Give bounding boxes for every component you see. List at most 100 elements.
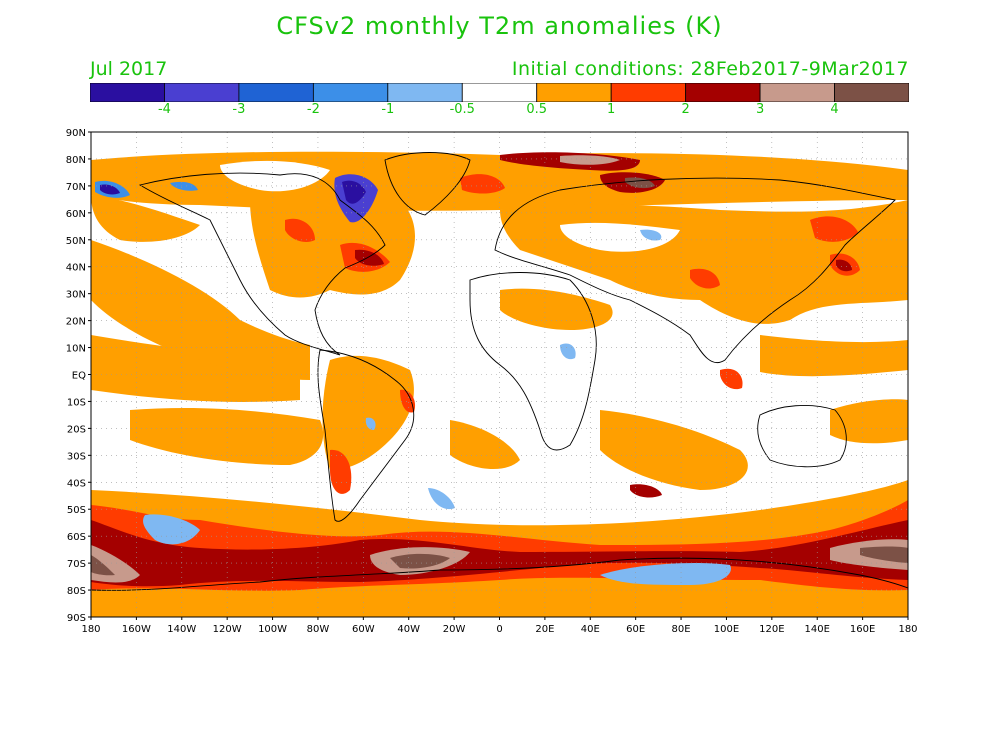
coastline-south-america [317,349,415,522]
anomaly-region [560,155,620,165]
colorbar-tick-label: -2 [306,102,320,117]
coastline-greenland [384,152,471,216]
lat-label: 10S [67,397,86,408]
colorbar-tick-label: 1 [607,102,616,117]
lon-label: 120E [759,624,784,635]
coastline-north-america [138,172,386,356]
anomaly-region [640,229,662,241]
anomaly-field [91,151,908,617]
initial-conditions-label: Initial conditions: 28Feb2017-9Mar2017 [511,58,909,80]
lon-label: 120W [213,624,242,635]
anomaly-region [400,389,416,413]
anomaly-region [342,180,366,204]
anomaly-region [720,368,743,390]
anomaly-region [91,520,908,587]
map-title: CFSv2 monthly T2m anomalies (K) [276,12,723,40]
lon-label: 160E [850,624,875,635]
colorbar-tick-label: -3 [232,102,246,117]
anomaly-region [143,514,200,545]
lat-label: 60S [67,532,86,543]
color-legend-bar [90,83,909,102]
lon-label: 60E [626,624,645,635]
lon-label: 40W [397,624,420,635]
lat-label: 50S [67,505,86,516]
lat-label: 40N [66,263,86,274]
lat-label: 30N [66,290,86,301]
lat-label: 80N [66,155,86,166]
anomaly-region [690,268,720,289]
lon-label: 0 [496,624,502,635]
anomaly-region [100,184,120,195]
colorbar-tick-label: 3 [755,102,765,117]
anomaly-region [322,355,414,470]
lon-label: 100W [258,624,287,635]
coastline-antarctica [91,557,908,591]
lat-label: 10N [66,344,86,355]
lon-label: 140W [167,624,196,635]
anomaly-region [830,399,908,444]
color-legend-labels: -4 -3 -2 -1 -0.5 0.5 1 2 3 4 [0,102,999,122]
lat-label: 40S [67,478,86,489]
lon-label: 140E [805,624,830,635]
anomaly-region [600,563,731,585]
coastlines [91,152,908,591]
valid-month-label: Jul 2017 [90,58,168,80]
anomaly-region [600,410,748,490]
lat-label: 20N [66,317,86,328]
lon-label: 60W [352,624,375,635]
anomaly-region [836,259,852,272]
anomaly-region [130,408,324,465]
longitude-labels: 180 160W 140W 120W 100W 80W 60W 40W 20W 0 20E 40E 60… [81,617,918,635]
coastline-australia [757,405,847,468]
anomaly-region [390,553,450,569]
lon-label: 180 [81,624,100,635]
anomaly-region [220,160,330,192]
lat-label: 70N [66,182,86,193]
lon-label: 40E [581,624,600,635]
anomaly-region [285,218,315,242]
lat-label: 50N [66,236,86,247]
lat-label: 60N [66,209,86,220]
colorbar-swatch [834,83,909,102]
anomaly-region [860,546,908,563]
anomaly-region [428,488,455,510]
lon-label: 80W [307,624,330,635]
coastline-eurasia [494,177,896,363]
lon-label: 160W [122,624,151,635]
lon-label: 80E [672,624,691,635]
anomaly-region [365,417,376,430]
anomaly-region [91,195,200,242]
lat-label: 90S [67,613,86,624]
anomaly-region [460,174,505,194]
colorbar-tick-label: -4 [157,102,171,117]
lat-label: 30S [67,451,86,462]
lon-label: 100E [714,624,739,635]
anomaly-region [91,335,300,402]
anomaly-region [760,335,908,377]
lat-label: 20S [67,424,86,435]
anomaly-region [91,240,310,380]
anomaly-region [170,181,198,191]
anomaly-region [810,216,858,242]
colorbar-tick-label: -1 [381,102,395,117]
lat-label: 90N [66,128,86,139]
lat-label: 70S [67,559,86,570]
anomaly-region [91,555,115,576]
anomaly-region [330,449,352,494]
coastline-africa [469,272,597,451]
colorbar-tick-label: 2 [681,102,690,117]
map-grid [91,132,908,617]
colorbar-tick-label: 0.5 [526,102,548,117]
anomaly-region [355,249,384,266]
anomaly-region [450,420,520,470]
colorbar-tick-label: -0.5 [449,102,475,117]
colorbar-tick-label: 4 [830,102,839,117]
lat-label: EQ [72,371,86,382]
lon-label: 180 [898,624,917,635]
latitude-labels: 90N 80N 70N 60N 50N 40N 30N 20N 10N EQ 10S 20S 30S 40… [66,128,91,624]
lat-label: 80S [67,586,86,597]
anomaly-region [630,484,662,498]
lon-label: 20W [443,624,466,635]
lon-label: 20E [535,624,554,635]
